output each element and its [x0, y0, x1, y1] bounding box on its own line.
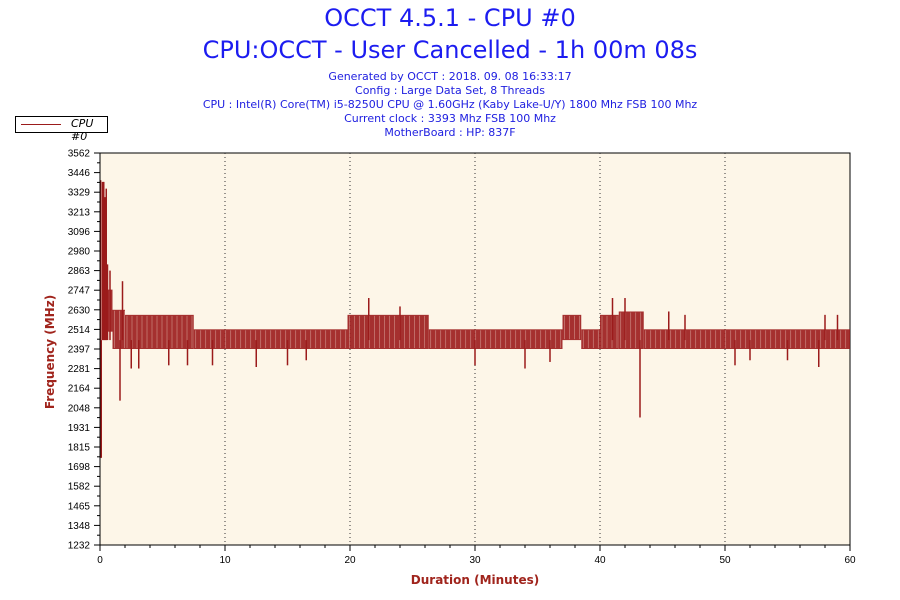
series-band: [125, 314, 194, 349]
x-tick-label: 20: [344, 555, 356, 566]
y-axis-label: Frequency (MHz): [43, 295, 57, 409]
y-tick-label: 1348: [68, 521, 91, 532]
info-config: Config : Large Data Set, 8 Threads: [355, 84, 545, 97]
series-band: [581, 329, 600, 349]
y-tick-label: 2048: [68, 403, 91, 414]
info-generated: Generated by OCCT : 2018. 09. 08 16:33:1…: [328, 70, 572, 83]
chart-title: OCCT 4.5.1 - CPU #0: [324, 4, 576, 32]
series-band: [600, 314, 619, 349]
info-clock: Current clock : 3393 Mhz FSB 100 Mhz: [344, 112, 556, 125]
series-band: [643, 329, 850, 349]
series-band: [347, 314, 429, 349]
x-tick-label: 60: [844, 555, 856, 566]
y-tick-label: 2980: [68, 247, 91, 258]
x-tick-label: 30: [469, 555, 481, 566]
legend: CPU #0: [15, 116, 108, 143]
legend-label: CPU #0: [71, 117, 94, 143]
x-tick-label: 10: [219, 555, 231, 566]
y-tick-label: 3329: [68, 188, 91, 199]
series-band: [562, 314, 582, 341]
info-motherboard: MotherBoard : HP: 837F: [384, 126, 516, 139]
y-tick-label: 3213: [68, 207, 91, 218]
y-tick-label: 1698: [68, 462, 91, 473]
y-tick-label: 2747: [68, 286, 91, 297]
y-tick-label: 2514: [68, 325, 91, 336]
y-tick-label: 1582: [68, 482, 91, 493]
info-cpu: CPU : Intel(R) Core(TM) i5-8250U CPU @ 1…: [202, 98, 698, 111]
y-tick-label: 2397: [68, 345, 91, 356]
y-tick-label: 1815: [68, 443, 91, 454]
chart-subtitle: CPU:OCCT - User Cancelled - 1h 00m 08s: [202, 36, 698, 64]
x-tick-label: 50: [719, 555, 731, 566]
x-tick-label: 40: [594, 555, 606, 566]
y-tick-label: 2164: [68, 384, 91, 395]
x-tick-label: 0: [97, 555, 103, 566]
y-tick-label: 1232: [68, 541, 91, 552]
y-tick-label: 3096: [68, 227, 91, 238]
y-tick-label: 1465: [68, 501, 91, 512]
y-tick-label: 3446: [68, 168, 91, 179]
legend-line-swatch: [21, 124, 61, 125]
y-tick-label: 2630: [68, 305, 91, 316]
x-axis-label: Duration (Minutes): [411, 573, 539, 587]
y-tick-label: 2863: [68, 266, 91, 277]
y-tick-label: 3562: [68, 149, 91, 160]
y-tick-label: 1931: [68, 423, 91, 434]
y-tick-label: 2281: [68, 364, 91, 375]
